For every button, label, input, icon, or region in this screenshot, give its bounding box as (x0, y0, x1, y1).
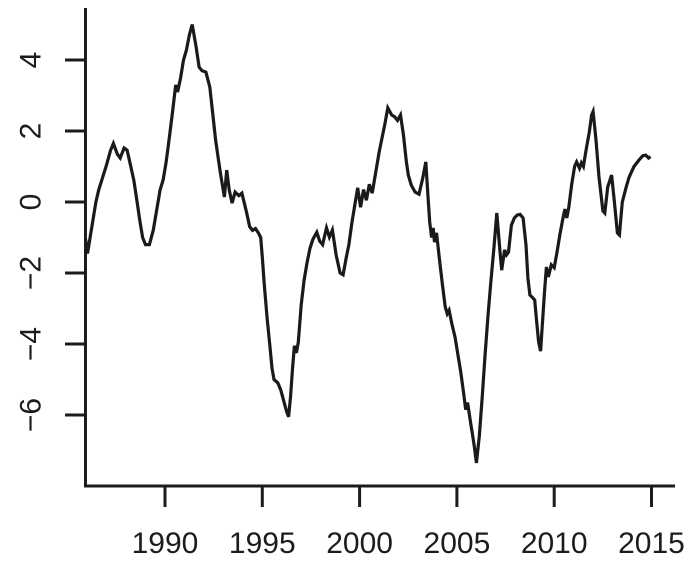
x-tick-label: 2010 (521, 527, 588, 560)
x-tick-label: 2005 (424, 527, 491, 560)
y-tick-label: 0 (15, 194, 48, 211)
y-tick-label: 4 (15, 52, 48, 69)
x-tick-label: 2000 (326, 527, 393, 560)
x-tick-label: 1990 (132, 527, 199, 560)
x-tick-label: 1995 (229, 527, 296, 560)
y-tick-label: −6 (15, 398, 48, 432)
data-line (84, 24, 652, 464)
x-tick-label: 2015 (618, 527, 685, 560)
y-tick-label: 2 (15, 123, 48, 140)
y-tick-label: −4 (15, 327, 48, 361)
y-tick-label: −2 (15, 256, 48, 290)
